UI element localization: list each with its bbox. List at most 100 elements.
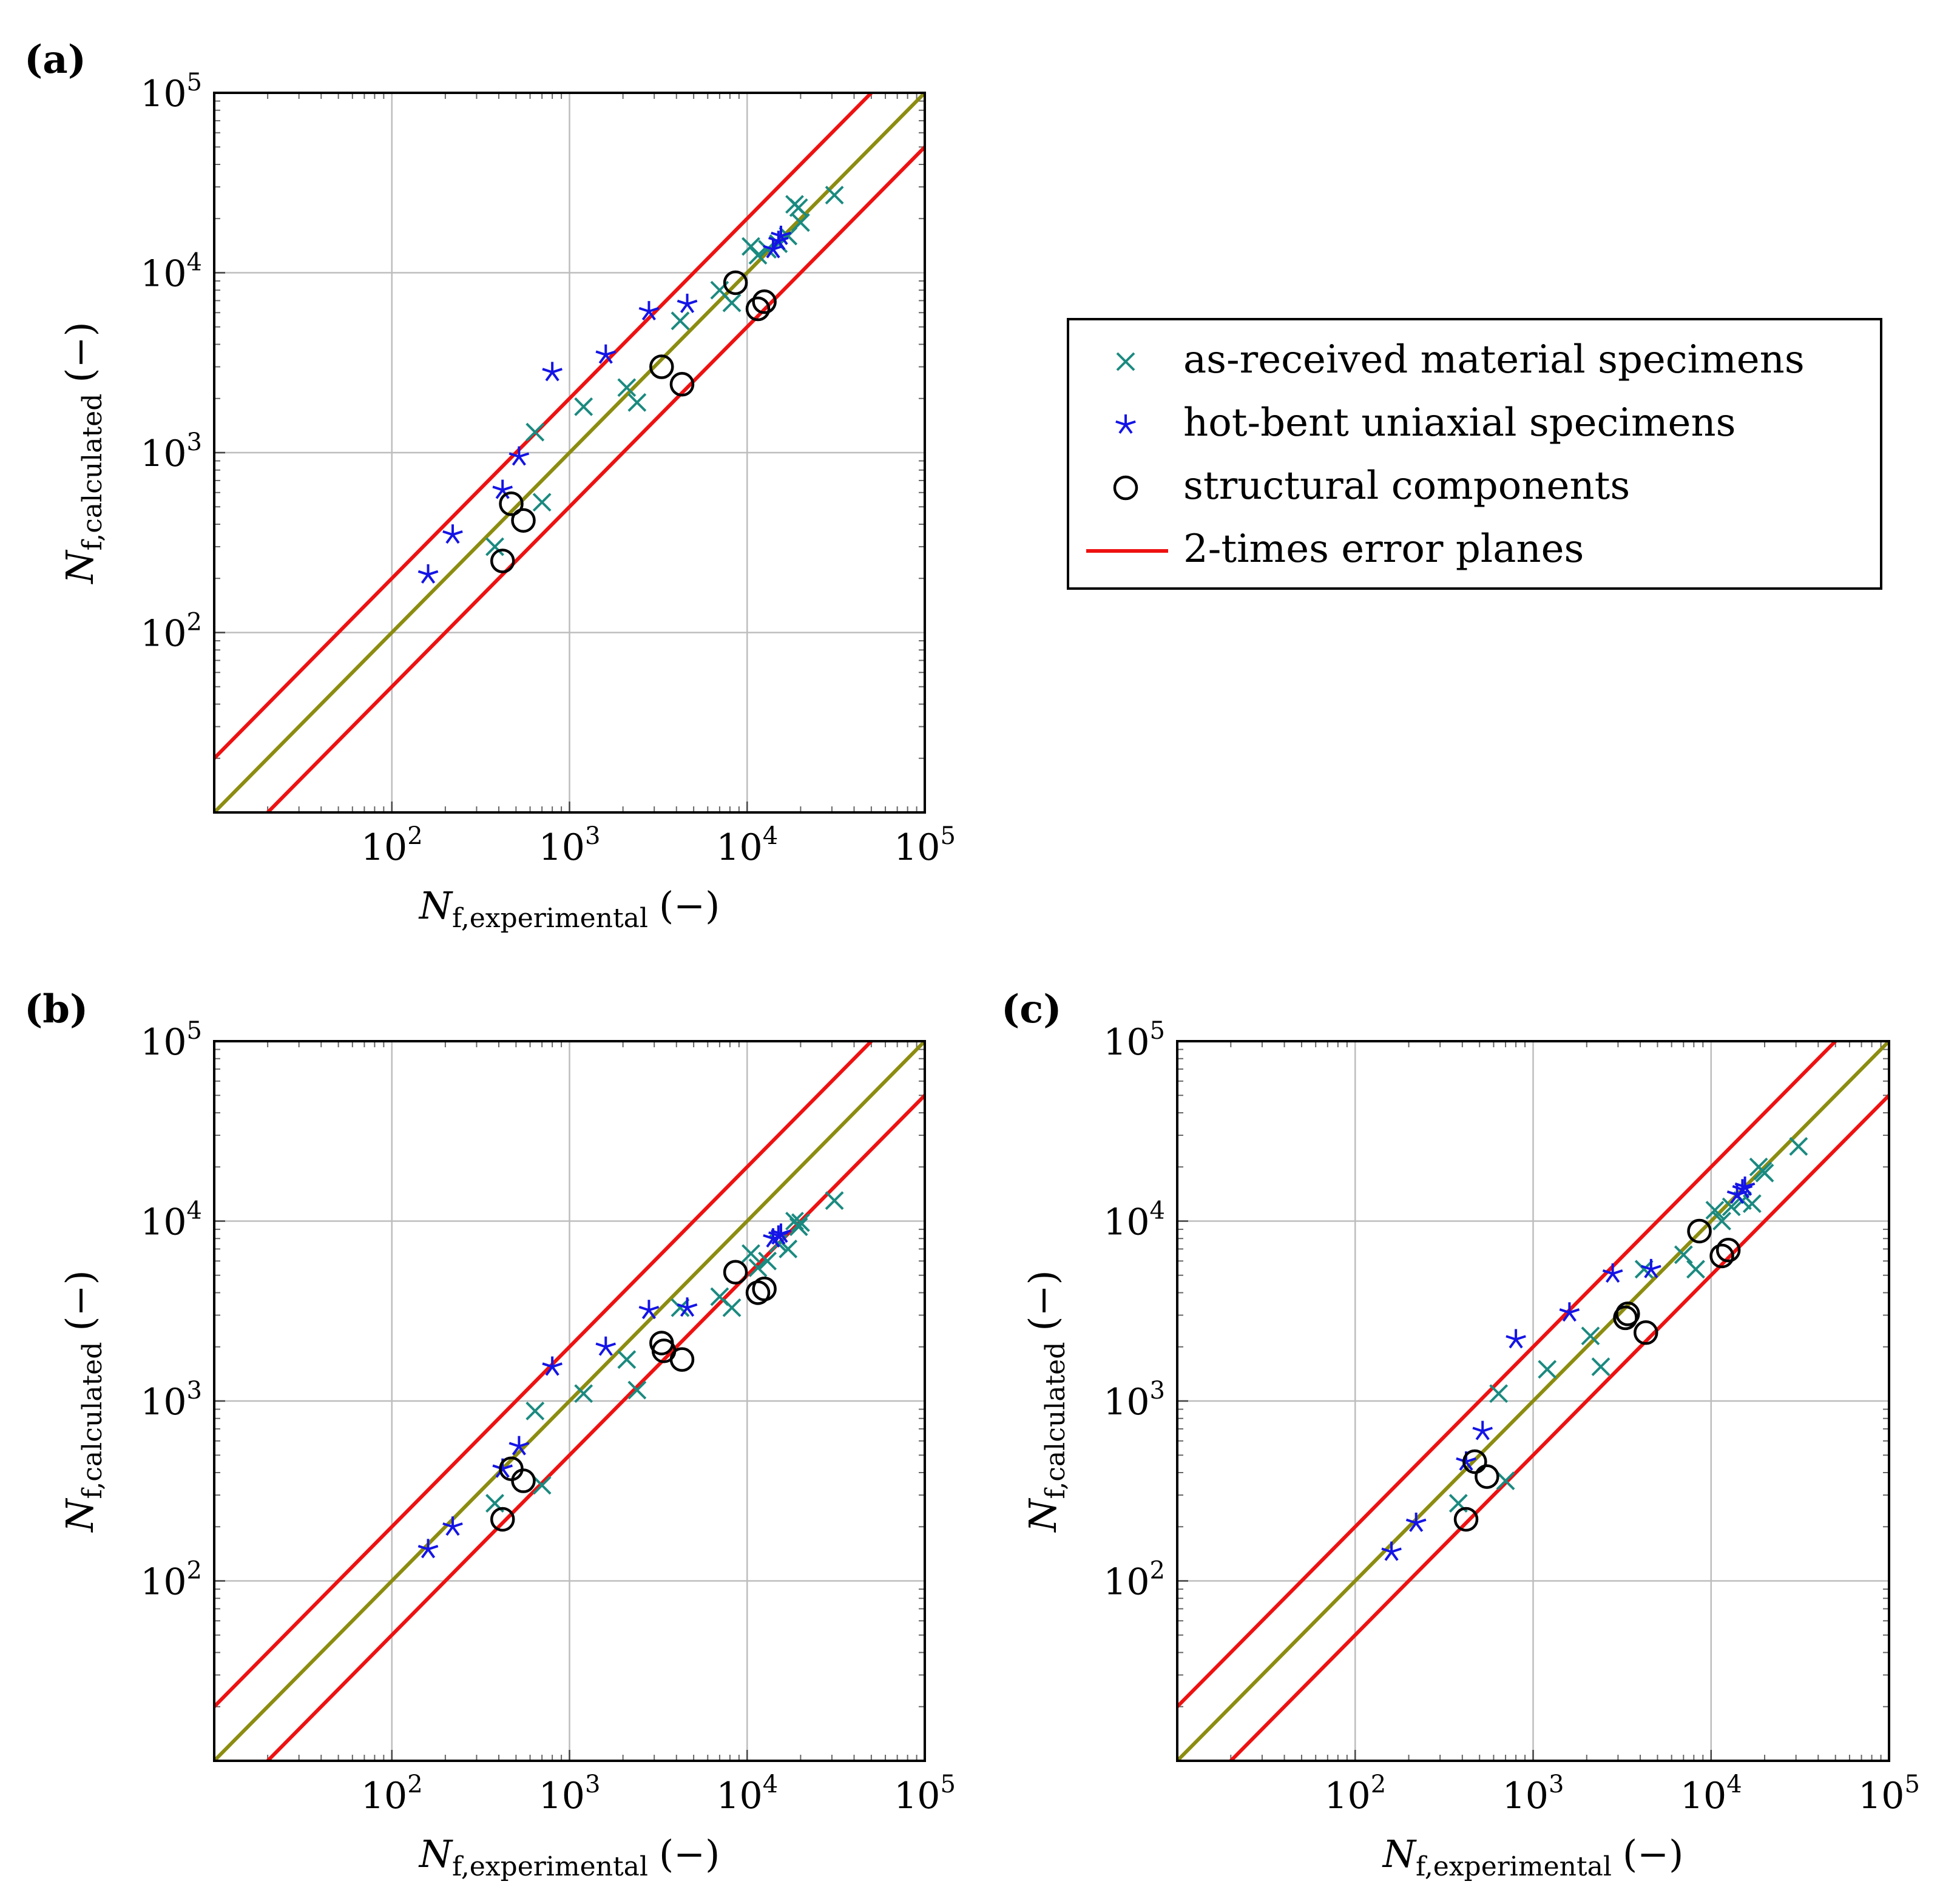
y-tick-label: 105 (140, 69, 202, 115)
star-stroke (641, 1309, 651, 1320)
data-point-cross (748, 246, 768, 265)
circle-stroke (1453, 1507, 1479, 1532)
star-stroke (1125, 420, 1136, 426)
star-stroke (502, 1464, 513, 1470)
data-point-cross (532, 493, 552, 512)
star-stroke (1644, 1268, 1652, 1278)
star-stroke (1651, 1264, 1661, 1271)
circle-stroke (511, 508, 536, 533)
cross-stroke (1116, 352, 1135, 371)
star-stroke (1409, 1522, 1418, 1532)
data-point-cross (1705, 1201, 1725, 1220)
cross-stroke (789, 1217, 808, 1237)
star-stroke (518, 452, 530, 458)
star-stroke (1650, 1268, 1658, 1278)
star-stroke (421, 1548, 430, 1559)
star-stroke (1568, 1312, 1577, 1322)
star-stroke (648, 306, 660, 313)
star-stroke (451, 534, 460, 544)
data-point-circle (745, 296, 771, 322)
data-point-cross (627, 1380, 647, 1400)
cross-stroke (627, 393, 647, 412)
data-point-star (509, 446, 530, 466)
data-point-star (442, 524, 463, 544)
star-stroke (451, 1526, 460, 1536)
y-tick-label: 102 (1103, 1557, 1165, 1604)
error-plane-upper (214, 93, 874, 760)
x-tick-label: 105 (1858, 1771, 1920, 1817)
data-point-star (509, 1436, 530, 1456)
data-point-star (1405, 1512, 1427, 1532)
series-circle (1453, 1218, 1741, 1532)
ideal-line (214, 1041, 925, 1761)
data-point-cross (627, 393, 647, 412)
data-point-circle (511, 1468, 536, 1493)
data-point-circle (490, 1507, 515, 1532)
data-point-cross (791, 213, 810, 232)
circle-stroke (1462, 1449, 1487, 1474)
star-stroke (518, 1442, 530, 1448)
legend-marker-cross-icon (1116, 352, 1135, 371)
star-stroke (638, 1306, 650, 1312)
legend-entry-hot-bent: hot-bent uniaxial specimens (1115, 400, 1736, 445)
data-point-cross (1712, 1212, 1731, 1231)
circle-stroke (669, 372, 695, 397)
star-stroke (598, 1346, 607, 1356)
cross-stroke (574, 1384, 593, 1403)
data-point-circle (1613, 1305, 1638, 1331)
data-point-star (595, 1336, 617, 1356)
circle-stroke (752, 289, 777, 314)
legend-circle (1113, 475, 1138, 501)
data-point-cross (617, 1350, 637, 1369)
star-stroke (605, 1342, 617, 1348)
circle-stroke (1613, 1305, 1638, 1331)
star-stroke (766, 248, 774, 258)
x-tick-label: 102 (361, 822, 423, 869)
cross-stroke (1705, 1201, 1725, 1220)
star-stroke (1743, 1186, 1752, 1196)
data-point-circle (752, 1276, 777, 1301)
star-stroke (509, 1442, 519, 1448)
star-stroke (1606, 1273, 1614, 1283)
star-stroke (512, 1445, 520, 1456)
data-point-cross (742, 237, 760, 256)
star-stroke (604, 1346, 613, 1356)
star-stroke (780, 235, 788, 245)
star-stroke (648, 1306, 660, 1312)
star-stroke (647, 1309, 657, 1320)
star-stroke (1732, 1185, 1743, 1191)
circle-stroke (1634, 1320, 1658, 1345)
data-point-cross (1674, 1245, 1693, 1264)
star-stroke (771, 1229, 782, 1235)
star-stroke (771, 231, 782, 237)
chart-panel-b: 102 103 104 105 102 103 104 105 Nf,experimental(… (24, 987, 956, 1882)
star-stroke (545, 371, 553, 382)
star-stroke (421, 573, 430, 584)
legend-entry-error-planes: 2-times error planes (1086, 527, 1584, 572)
data-point-cross (742, 1244, 760, 1263)
legend-entry-as-received: as-received material specimens (1116, 337, 1805, 382)
x-tick-label: 102 (1324, 1771, 1386, 1817)
data-point-circle (490, 549, 515, 573)
y-tick-label: 103 (140, 428, 202, 475)
circle-stroke (1715, 1238, 1741, 1263)
y-tick-label: 103 (140, 1377, 202, 1423)
circle-stroke (649, 354, 674, 379)
star-stroke (1475, 1430, 1484, 1440)
data-point-star (771, 1223, 791, 1243)
data-point-star (595, 344, 617, 364)
error-plane-upper (214, 1041, 874, 1708)
cross-stroke (722, 293, 742, 312)
data-point-circle (649, 354, 674, 379)
star-stroke (1506, 1335, 1516, 1341)
data-point-cross (1755, 1163, 1774, 1183)
cross-stroke (627, 1380, 647, 1400)
star-stroke (604, 354, 613, 364)
star-stroke (768, 1231, 779, 1237)
star-stroke (501, 1468, 510, 1478)
x-axis-label: Nf,experimental (−) (418, 1832, 720, 1882)
cross-stroke (791, 1213, 810, 1232)
cross-stroke (617, 378, 637, 397)
series-circle (490, 1260, 777, 1532)
star-stroke (780, 1233, 788, 1243)
